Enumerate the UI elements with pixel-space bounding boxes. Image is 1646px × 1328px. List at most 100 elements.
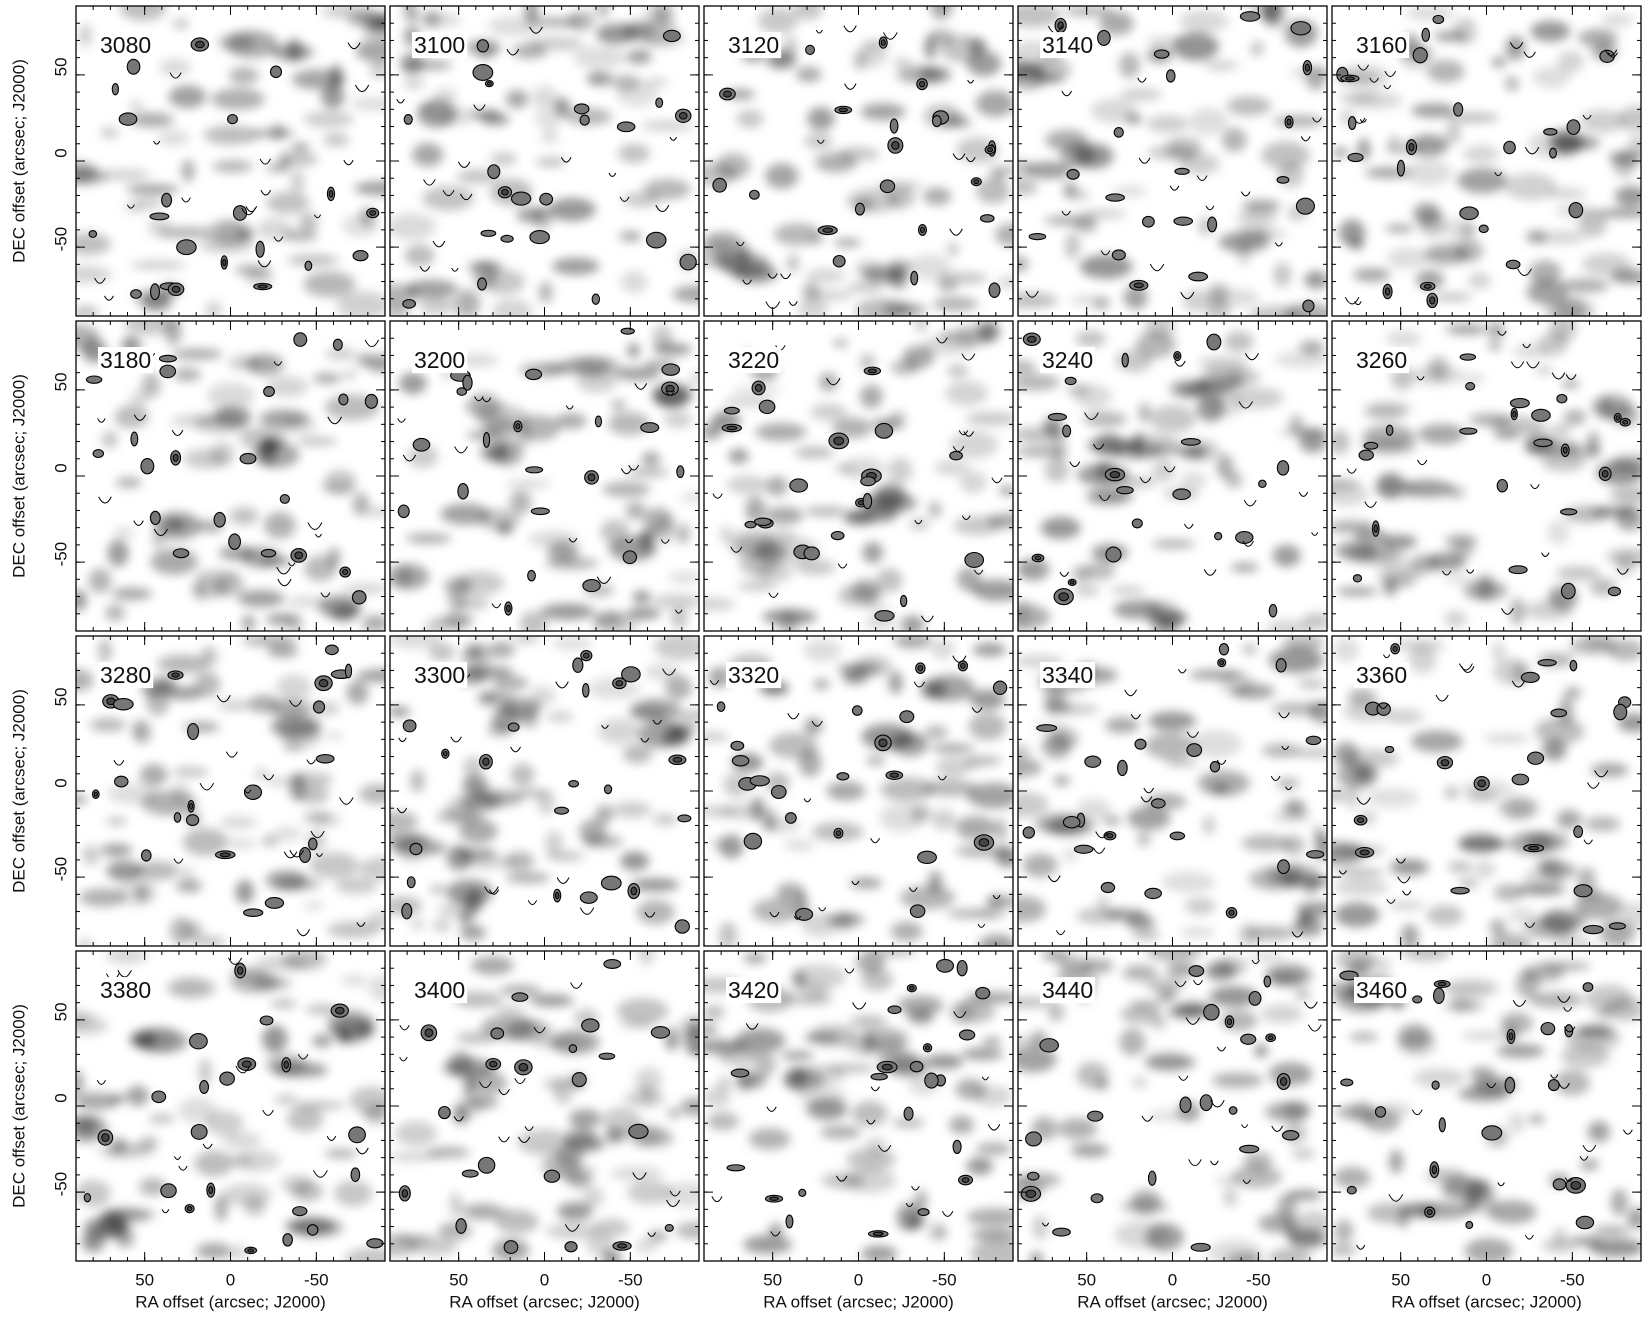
emission-blob	[390, 636, 442, 650]
emission-blob	[538, 281, 553, 304]
emission-blob	[1346, 785, 1359, 810]
emission-blob	[130, 390, 149, 407]
contour-inner	[222, 258, 227, 267]
contour-blob	[1134, 738, 1147, 750]
emission-blob	[1599, 398, 1614, 419]
negative-contour	[153, 528, 168, 537]
contour-blob	[874, 422, 894, 439]
emission-blob	[429, 884, 446, 895]
contour-inner	[1226, 1018, 1233, 1026]
emission-blob	[975, 1142, 1012, 1155]
emission-blob	[632, 590, 651, 604]
contour-blob	[1097, 29, 1111, 46]
emission-blob	[267, 645, 299, 658]
emission-blob	[81, 1230, 105, 1253]
contour-blob	[598, 1052, 616, 1060]
contour-inner	[909, 985, 915, 991]
emission-blob	[640, 120, 695, 132]
emission-blob	[344, 1247, 385, 1261]
emission-blob	[1349, 1032, 1379, 1042]
contour-inner	[554, 891, 560, 900]
contour-inner	[1027, 335, 1037, 343]
negative-contour	[1178, 668, 1187, 674]
contour-blob	[338, 393, 349, 406]
contour-blob	[461, 1169, 479, 1178]
emission-blob	[964, 759, 981, 771]
contour-blob	[161, 192, 173, 208]
contour-blob	[676, 465, 685, 479]
emission-blob	[181, 159, 195, 183]
contour-blob	[1533, 438, 1553, 448]
emission-blob	[1402, 479, 1454, 498]
emission-blob	[194, 1150, 234, 1177]
emission-blob	[509, 490, 532, 515]
emission-blob	[183, 448, 227, 469]
negative-contour	[339, 797, 354, 805]
y-tick-label: 50	[51, 57, 70, 76]
emission-blob	[1018, 292, 1058, 309]
emission-blob	[477, 691, 515, 702]
contour-blob	[85, 375, 103, 384]
emission-blob	[334, 876, 378, 895]
emission-blob	[1018, 558, 1050, 581]
emission-blob	[1554, 934, 1593, 946]
contour-blob	[332, 338, 343, 351]
emission-blob	[266, 191, 310, 214]
emission-blob	[1626, 135, 1641, 154]
contour-blob	[1431, 1080, 1440, 1090]
emission-blob	[1487, 1200, 1537, 1224]
contour-blob	[1295, 197, 1315, 215]
emission-blob	[158, 226, 213, 239]
contour-blob	[1421, 27, 1431, 42]
emission-blob	[670, 606, 688, 630]
contour-blob	[402, 719, 417, 733]
contour-blob	[1025, 1131, 1043, 1147]
emission-blob	[1273, 262, 1292, 288]
negative-contour	[870, 838, 881, 844]
emission-blob	[591, 1218, 630, 1237]
contour-blob	[1199, 1094, 1213, 1112]
emission-blob	[76, 1070, 84, 1095]
contour-inner	[617, 1243, 628, 1249]
emission-blob	[194, 412, 248, 434]
emission-blob	[754, 562, 794, 583]
panel-label: 3240	[1042, 347, 1093, 373]
noise-image	[1332, 636, 1641, 946]
contour-blob	[1022, 826, 1036, 839]
emission-blob	[1349, 1100, 1376, 1124]
emission-blob	[637, 532, 655, 542]
panel-label-background	[412, 662, 468, 689]
emission-blob	[1178, 10, 1229, 33]
emission-blob	[172, 766, 209, 778]
negative-contour	[306, 759, 316, 765]
emission-blob	[76, 1092, 119, 1111]
emission-blob	[1602, 997, 1641, 1021]
contour-inner	[987, 147, 994, 153]
emission-blob	[965, 412, 1013, 426]
negative-contour	[1059, 571, 1070, 577]
negative-contour	[199, 782, 215, 791]
contour-inner	[1601, 470, 1609, 478]
emission-blob	[206, 382, 255, 410]
negative-contour	[1186, 731, 1199, 738]
x-tick-label: 50	[763, 1270, 782, 1289]
negative-contour	[1093, 847, 1106, 854]
emission-blob	[532, 85, 558, 110]
negative-contour	[1582, 114, 1592, 120]
negative-contour	[967, 79, 975, 84]
noise-image	[704, 951, 1013, 1261]
contour-blob	[269, 65, 283, 79]
emission-blob	[321, 6, 376, 18]
emission-blob	[1544, 297, 1595, 316]
emission-blob	[1587, 431, 1600, 456]
contour-inner	[1069, 580, 1075, 585]
emission-blob	[1261, 141, 1311, 170]
emission-blob	[838, 146, 880, 162]
contour-blob	[543, 1169, 561, 1183]
emission-blob	[1389, 1149, 1404, 1174]
emission-blob	[984, 896, 1013, 908]
contour-inner	[917, 665, 924, 672]
negative-contour	[1524, 146, 1540, 155]
contour-blob	[1169, 831, 1186, 841]
negative-contour	[173, 1156, 182, 1160]
